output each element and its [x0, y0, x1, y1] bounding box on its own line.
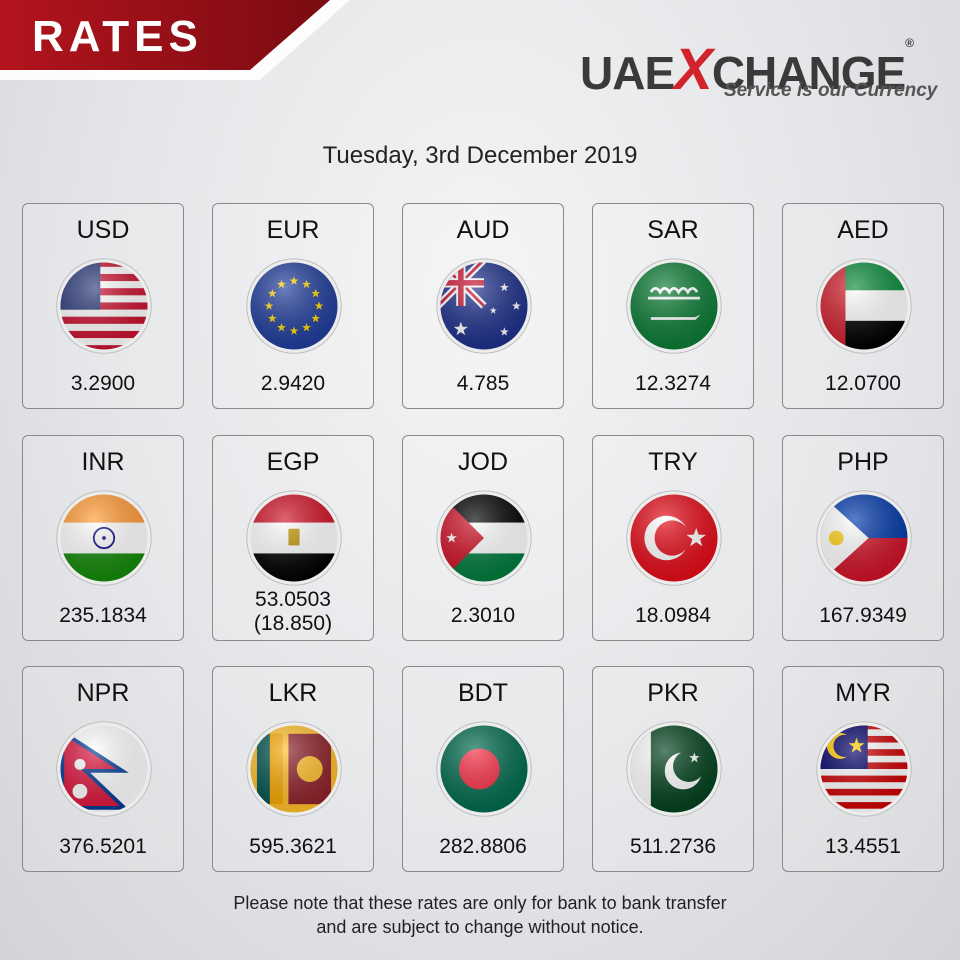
flag	[244, 719, 344, 824]
currency-code: BDT	[458, 679, 508, 707]
currency-code: AUD	[456, 216, 510, 244]
rate-value: 53.0503	[255, 588, 331, 611]
rate-card: MYR 13.4551	[782, 666, 944, 872]
header-banner	[0, 0, 350, 80]
header-title: RATES	[32, 12, 203, 61]
flag	[54, 488, 154, 593]
rate-card: PHP 167.9349	[782, 435, 944, 641]
rate-value: 3.2900	[70, 372, 136, 395]
rate-value: 18.0984	[635, 604, 711, 627]
rate-value: 376.5201	[59, 835, 147, 858]
rate-value: 12.0700	[825, 372, 901, 395]
flag	[434, 488, 534, 593]
flag-icon	[436, 721, 532, 817]
currency-code: JOD	[458, 448, 508, 476]
flag-icon	[436, 258, 532, 354]
brand-mark: ®	[905, 36, 914, 50]
flag	[54, 256, 154, 361]
rate-card: BDT 282.8806	[402, 666, 564, 872]
rate-value: 282.8806	[439, 835, 527, 858]
rate-value: 235.1834	[59, 604, 147, 627]
rate-value: 511.2736	[629, 835, 717, 858]
flag-icon	[626, 721, 722, 817]
flag	[434, 719, 534, 824]
brand-logo: UAEXCHANGE®	[580, 36, 914, 103]
rate-card: AUD 4.785	[402, 203, 564, 409]
flag	[814, 719, 914, 824]
currency-code: AED	[837, 216, 889, 244]
flag	[814, 256, 914, 361]
rate-card: NPR 376.5201	[22, 666, 184, 872]
rate-note: (18.850)	[253, 612, 333, 635]
footer-note: and are subject to change without notice…	[316, 917, 644, 937]
brand-tagline: Service is our Currency	[724, 80, 938, 101]
rate-card: INR 235.1834	[22, 435, 184, 641]
rate-card: SAR 12.3274	[592, 203, 754, 409]
brand-part: UAE	[580, 47, 675, 99]
rate-card: PKR 511.2736	[592, 666, 754, 872]
currency-code: LKR	[268, 679, 318, 707]
footer-note: Please note that these rates are only fo…	[233, 893, 727, 913]
date: Tuesday, 3rd December 2019	[322, 142, 638, 169]
rate-card: LKR 595.3621	[212, 666, 374, 872]
currency-code: INR	[81, 448, 125, 476]
flag	[54, 719, 154, 824]
flag-icon	[816, 258, 912, 354]
flag-icon	[56, 258, 152, 354]
flag-icon	[246, 490, 342, 586]
currency-code: PKR	[647, 679, 699, 707]
rate-value: 2.3010	[450, 604, 516, 627]
rate-card: TRY 18.0984	[592, 435, 754, 641]
rate-card: JOD 2.3010	[402, 435, 564, 641]
currency-code: EGP	[266, 448, 320, 476]
flag	[624, 488, 724, 593]
currency-code: PHP	[837, 448, 889, 476]
rate-value: 4.785	[456, 372, 510, 395]
rate-card: EUR 2.9420	[212, 203, 374, 409]
flag-icon	[626, 258, 722, 354]
flag-icon	[246, 258, 342, 354]
flag-icon	[56, 721, 152, 817]
currency-code: TRY	[648, 448, 698, 476]
currency-code: MYR	[835, 679, 891, 707]
flag	[244, 256, 344, 361]
flag-icon	[816, 721, 912, 817]
rate-card: USD 3.2900	[22, 203, 184, 409]
currency-code: EUR	[266, 216, 320, 244]
flag-icon	[56, 490, 152, 586]
flag-icon	[626, 490, 722, 586]
rate-value: 12.3274	[635, 372, 711, 395]
flag	[624, 719, 724, 824]
rate-value: 167.9349	[819, 604, 907, 627]
flag	[434, 256, 534, 361]
currency-code: USD	[76, 216, 130, 244]
rate-value: 2.9420	[260, 372, 326, 395]
rate-card: AED 12.0700	[782, 203, 944, 409]
rate-value: 595.3621	[249, 835, 337, 858]
flag	[244, 488, 344, 593]
currency-code: NPR	[76, 679, 130, 707]
currency-code: SAR	[647, 216, 699, 244]
rate-card: EGP 53.0503 (18.850)	[212, 435, 374, 641]
flag	[814, 488, 914, 593]
brand-part: X	[674, 37, 713, 102]
flag-icon	[436, 490, 532, 586]
brand-part: CHANGE	[711, 47, 906, 99]
flag-icon	[246, 721, 342, 817]
rate-value: 13.4551	[825, 835, 901, 858]
flag-icon	[816, 490, 912, 586]
flag	[624, 256, 724, 361]
